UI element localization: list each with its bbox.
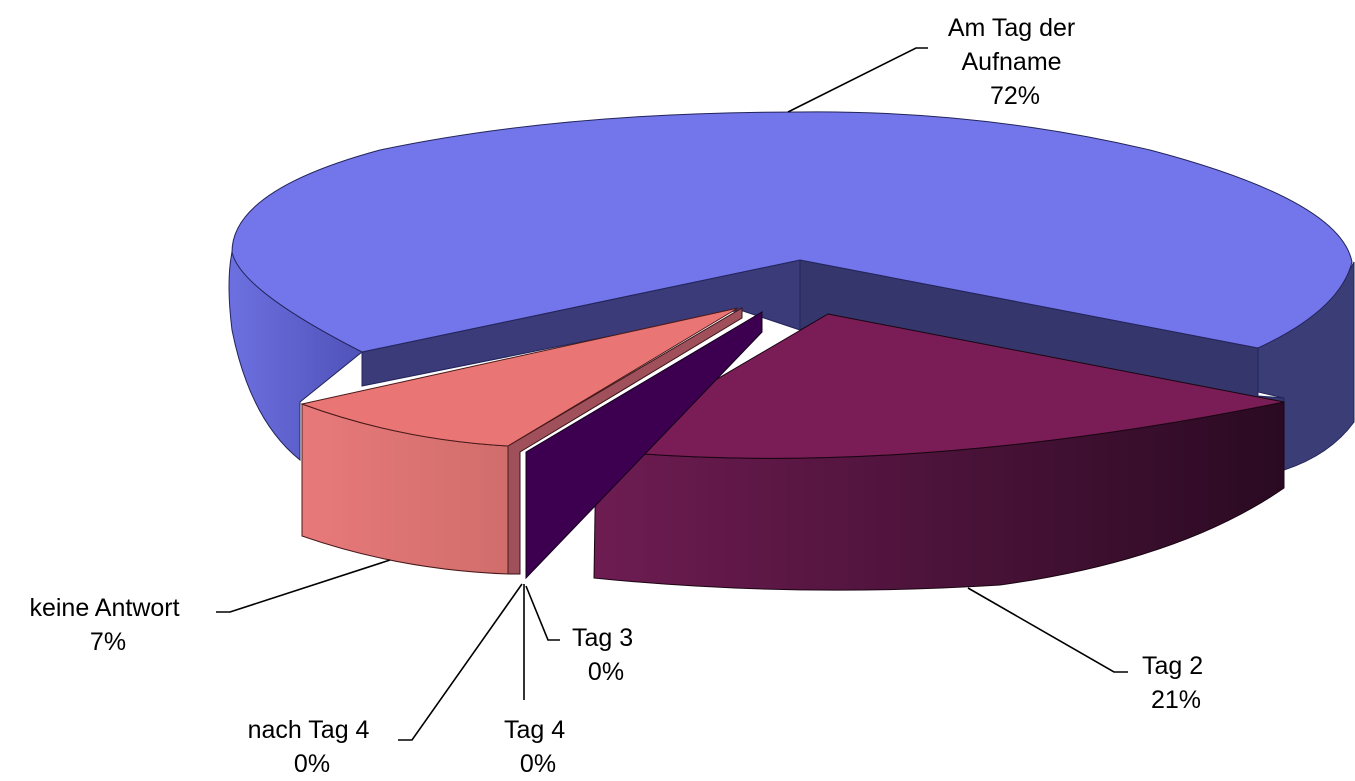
slice-keine-antwort bbox=[300, 307, 739, 575]
slice-tag-2 bbox=[593, 313, 1285, 591]
leader-tag-3 bbox=[525, 585, 560, 641]
label-tag-3: Tag 3 0% bbox=[572, 624, 640, 686]
label-tag-2: Tag 2 21% bbox=[1142, 652, 1210, 714]
leader-am-tag-der-aufname bbox=[787, 47, 928, 113]
label-nach-tag-4: nach Tag 4 0% bbox=[248, 716, 377, 778]
slice-tag-3-tag-4 bbox=[525, 311, 763, 580]
slice-am-tag-der-aufname bbox=[228, 111, 1355, 471]
leader-keine-antwort bbox=[216, 559, 391, 613]
label-keine-antwort: keine Antwort 7% bbox=[29, 594, 186, 656]
leader-nach-tag-4 bbox=[398, 583, 523, 741]
leader-tag-2 bbox=[967, 587, 1128, 673]
label-tag-4: Tag 4 0% bbox=[504, 716, 572, 778]
label-am-tag-der-aufname-line: Am Tag der Aufname 72% bbox=[948, 14, 1082, 110]
